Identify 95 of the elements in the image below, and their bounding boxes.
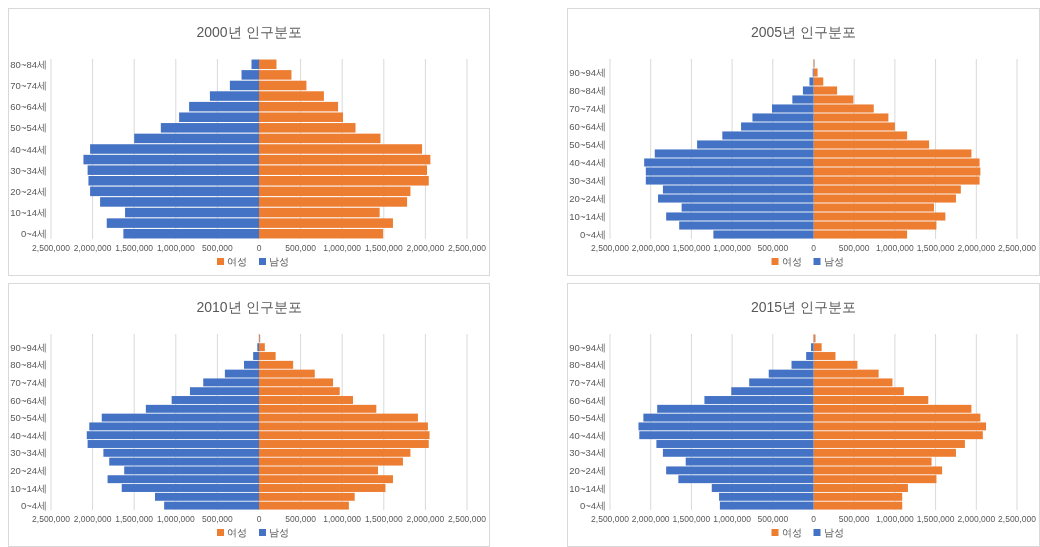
x-tick-label: 2,500,000 xyxy=(998,514,1037,524)
legend-label: 남성 xyxy=(269,527,289,538)
y-tick-label: 40~44세 xyxy=(569,429,606,441)
y-tick-label: 30~34세 xyxy=(569,175,606,186)
x-tick-label: 500,000 xyxy=(285,243,317,253)
legend-label: 남성 xyxy=(823,527,844,538)
legend-label: 여성 xyxy=(227,527,247,538)
x-tick-label: 1,000,000 xyxy=(156,243,195,253)
x-tick-label: 2,000,000 xyxy=(631,514,670,524)
y-tick-label: 60~64세 xyxy=(10,101,47,113)
y-tick-label: 40~44세 xyxy=(10,143,47,155)
x-tick-label: 1,500,000 xyxy=(115,243,154,253)
x-tick-label: 1,000,000 xyxy=(875,243,915,253)
y-tick-label: 10~14세 xyxy=(10,207,47,219)
x-tick-label: 0 xyxy=(811,514,817,524)
x-tick-label: 2,500,000 xyxy=(448,514,487,524)
y-tick-label: 0~4세 xyxy=(20,500,47,512)
y-tick-label: 90~94세 xyxy=(569,341,606,353)
y-tick-label: 50~54세 xyxy=(10,122,47,134)
y-tick-label: 30~34세 xyxy=(569,447,606,459)
x-tick-label: 2,000,000 xyxy=(73,243,112,253)
x-tick-label: 2,000,000 xyxy=(406,514,445,524)
x-tick-label: 2,000,000 xyxy=(631,243,670,253)
y-tick-label: 20~24세 xyxy=(10,185,47,197)
y-tick-label: 80~84세 xyxy=(569,359,606,371)
y-tick-label: 0~4세 xyxy=(20,228,47,240)
x-tick-label: 500,000 xyxy=(202,514,234,524)
x-tick-label: 1,500,000 xyxy=(364,514,403,524)
x-tick-label: 0 xyxy=(811,243,817,253)
y-tick-label: 90~94세 xyxy=(10,341,47,353)
y-tick-label: 40~44세 xyxy=(10,429,47,441)
y-tick-label: 10~14세 xyxy=(10,482,47,494)
x-tick-label: 1,500,000 xyxy=(672,514,711,524)
x-tick-label: 0 xyxy=(256,514,262,524)
x-tick-label: 2,500,000 xyxy=(591,243,630,253)
chart-title: 2010년 인구분포 xyxy=(196,299,302,315)
y-tick-label: 20~24세 xyxy=(10,464,47,476)
y-tick-label: 70~74세 xyxy=(10,79,47,91)
y-tick-label: 50~54세 xyxy=(569,139,606,150)
y-tick-label: 80~84세 xyxy=(10,359,47,371)
x-tick-label: 2,500,000 xyxy=(32,514,71,524)
x-tick-label: 2,500,000 xyxy=(998,243,1037,253)
x-tick-label: 2,500,000 xyxy=(448,243,487,253)
legend-label: 여성 xyxy=(227,256,247,267)
x-tick-label: 1,500,000 xyxy=(364,243,403,253)
x-tick-label: 1,500,000 xyxy=(916,243,955,253)
y-tick-label: 40~44세 xyxy=(569,157,606,168)
y-tick-label: 80~84세 xyxy=(10,58,47,70)
chart-title: 2015년 인구분포 xyxy=(750,299,857,315)
y-tick-label: 30~34세 xyxy=(10,164,47,176)
x-tick-label: 500,000 xyxy=(757,514,789,524)
x-tick-label: 1,000,000 xyxy=(156,514,195,524)
y-tick-label: 20~24세 xyxy=(569,464,606,476)
y-tick-label: 60~64세 xyxy=(569,121,606,132)
legend-label: 남성 xyxy=(823,256,844,267)
y-tick-label: 20~24세 xyxy=(569,193,606,204)
x-tick-label: 1,000,000 xyxy=(713,514,752,524)
y-tick-label: 0~4세 xyxy=(579,500,606,512)
legend-label: 여성 xyxy=(781,256,802,267)
x-tick-label: 1,000,000 xyxy=(713,243,752,253)
x-tick-label: 2,000,000 xyxy=(957,514,996,524)
y-tick-label: 10~14세 xyxy=(569,482,606,494)
x-tick-label: 500,000 xyxy=(202,243,234,253)
y-tick-label: 30~34세 xyxy=(10,447,47,459)
y-tick-label: 60~64세 xyxy=(10,394,47,406)
x-tick-label: 500,000 xyxy=(757,243,789,253)
x-tick-label: 2,000,000 xyxy=(957,243,996,253)
x-tick-label: 1,000,000 xyxy=(323,514,362,524)
x-tick-label: 2,500,000 xyxy=(591,514,630,524)
y-tick-label: 60~64세 xyxy=(569,394,606,406)
y-tick-label: 10~14세 xyxy=(569,211,606,222)
x-tick-label: 0 xyxy=(256,243,262,253)
x-tick-label: 500,000 xyxy=(285,514,317,524)
x-tick-label: 1,500,000 xyxy=(672,243,711,253)
y-tick-label: 80~84세 xyxy=(569,85,606,96)
x-tick-label: 2,000,000 xyxy=(73,514,112,524)
y-tick-label: 70~74세 xyxy=(569,103,606,114)
x-tick-label: 1,500,000 xyxy=(916,514,955,524)
chart-title: 2000년 인구분포 xyxy=(196,24,302,40)
legend-label: 여성 xyxy=(781,527,802,538)
x-tick-label: 2,500,000 xyxy=(32,243,71,253)
x-tick-label: 2,000,000 xyxy=(406,243,445,253)
y-tick-label: 70~74세 xyxy=(10,376,47,388)
x-tick-label: 500,000 xyxy=(838,514,870,524)
y-tick-label: 70~74세 xyxy=(569,376,606,388)
legend-label: 남성 xyxy=(269,256,289,267)
y-tick-label: 90~94세 xyxy=(569,67,606,78)
x-tick-label: 500,000 xyxy=(838,243,870,253)
y-tick-label: 50~54세 xyxy=(569,412,606,424)
y-tick-label: 50~54세 xyxy=(10,412,47,424)
y-tick-label: 0~4세 xyxy=(579,229,606,240)
x-tick-label: 1,500,000 xyxy=(115,514,154,524)
x-tick-label: 1,000,000 xyxy=(323,243,362,253)
x-tick-label: 1,000,000 xyxy=(875,514,915,524)
chart-title: 2005년 인구분포 xyxy=(750,24,857,40)
